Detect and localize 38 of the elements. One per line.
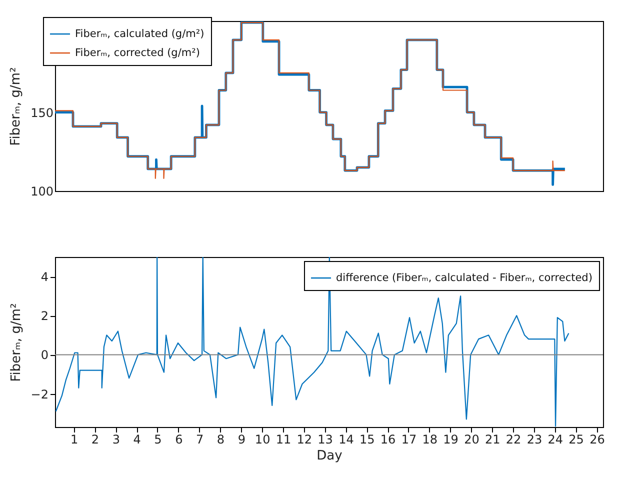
x-tick-label: 21 [485,432,500,446]
x-tick-label: 18 [422,432,438,446]
x-tick-label: 1 [70,432,78,446]
x-tick-label: 6 [175,432,183,446]
legend-label: difference (Fiberₘ, calculated - Fiberₘ, corrected) [336,272,592,284]
legend-label: Fiberₘ, corrected (g/m²) [75,47,200,59]
x-tick-label: 11 [276,432,292,446]
x-tick-label: 25 [568,432,584,446]
x-tick-label: 20 [464,432,480,446]
x-tick-label: 22 [506,432,522,446]
x-tick-label: 7 [196,432,204,446]
x-tick-label: 24 [548,432,564,446]
x-tick-label: 2 [91,432,100,446]
y-tick-label: 2 [40,309,48,324]
x-axis-title: Day [316,448,343,464]
x-tick-label: 14 [338,432,354,446]
y-axis-title: Fiberₘ, g/m² [8,67,24,146]
x-tick-label: 5 [154,432,162,446]
y-axis-title: Fiberₘ, g/m² [8,303,24,382]
x-tick-label: 23 [526,432,542,446]
y-tick-label: 150 [30,106,54,120]
y-tick-label: 4 [40,270,48,284]
x-tick-label: 9 [238,432,246,446]
x-tick-label: 19 [443,432,458,446]
x-tick-label: 17 [401,432,417,446]
y-tick-label: 100 [30,184,54,198]
x-tick-label: 26 [590,432,605,446]
y-tick-label: −2 [30,387,48,402]
x-tick-label: 8 [216,432,225,446]
legend-label: Fiberₘ, calculated (g/m²) [75,28,204,40]
x-tick-label: 3 [112,432,120,446]
x-tick-label: 13 [318,432,333,446]
x-tick-label: 16 [380,432,396,446]
x-tick-label: 10 [254,432,270,446]
x-tick-label: 4 [133,432,141,446]
x-tick-label: 15 [360,432,375,446]
y-tick-label: 0 [40,348,48,362]
x-tick-label: 12 [296,432,312,446]
